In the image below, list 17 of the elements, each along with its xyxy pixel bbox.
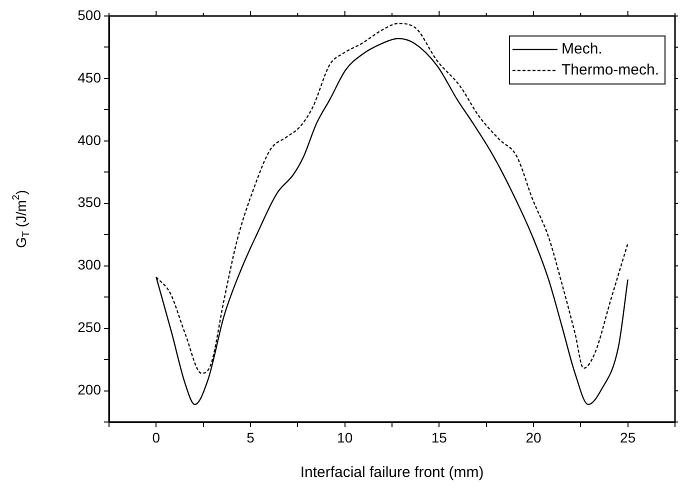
- legend-label: Mech.: [561, 40, 602, 58]
- x-tick-label: 25: [620, 429, 636, 446]
- x-tick-label: 0: [152, 429, 160, 446]
- x-tick-label: 10: [337, 429, 353, 446]
- y-tick-label: 250: [78, 319, 102, 336]
- y-tick-label: 500: [78, 6, 102, 23]
- x-tick-label: 5: [246, 429, 255, 446]
- y-tick-label: 200: [78, 382, 102, 398]
- y-tick-label: 300: [78, 256, 102, 273]
- y-tick-label: 450: [78, 69, 102, 86]
- x-tick-label: 20: [526, 429, 542, 446]
- y-tick-label: 400: [78, 132, 102, 148]
- x-tick-label: 15: [431, 429, 448, 446]
- y-tick-label: 350: [78, 194, 102, 210]
- y-axis-title: GT (J/m2): [11, 190, 32, 248]
- legend-label: Thermo-mech.: [561, 62, 660, 79]
- x-axis-title: Interfacial failure front (mm): [300, 464, 484, 482]
